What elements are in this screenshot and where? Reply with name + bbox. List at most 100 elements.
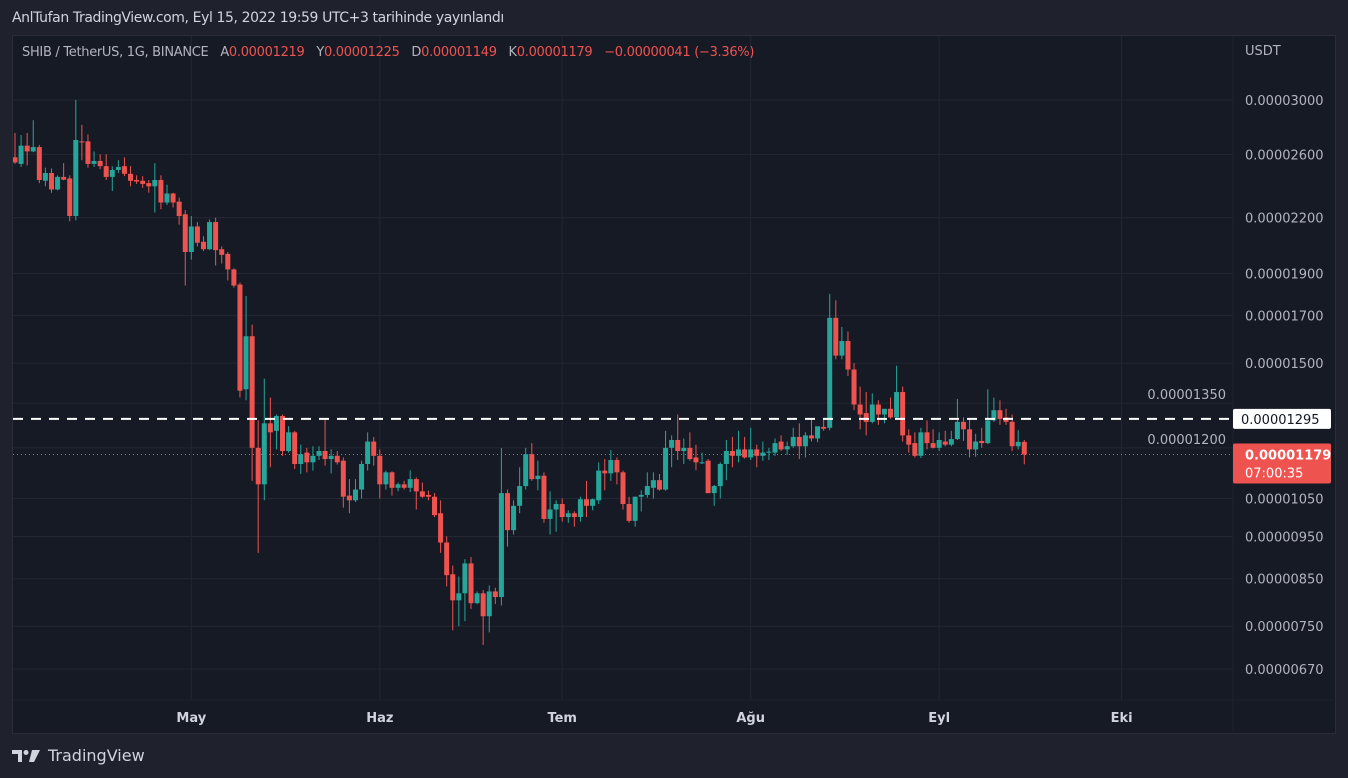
candle-body bbox=[450, 574, 456, 601]
candle-up bbox=[632, 496, 638, 527]
low-value: 0.00001149 bbox=[421, 45, 497, 60]
price-tick-label: 0.00001350 bbox=[1147, 388, 1226, 403]
candle-body bbox=[13, 157, 18, 163]
candle-up bbox=[511, 500, 517, 535]
candle-down bbox=[912, 432, 918, 458]
candle-body bbox=[24, 145, 30, 152]
candle-up bbox=[383, 470, 389, 490]
candle-body bbox=[584, 499, 590, 506]
candle-down bbox=[158, 175, 164, 210]
candle-up bbox=[462, 559, 468, 622]
candle-down bbox=[620, 470, 626, 510]
candle-up bbox=[261, 378, 267, 501]
candle-body bbox=[207, 222, 213, 250]
candle-down bbox=[900, 386, 906, 442]
candle-down bbox=[340, 457, 346, 508]
candle-up bbox=[681, 438, 687, 464]
candle-up bbox=[359, 460, 365, 499]
candle-body bbox=[30, 147, 36, 152]
candle-body bbox=[140, 180, 146, 184]
time-tick-label: Eki bbox=[1111, 711, 1133, 726]
candle-down bbox=[377, 449, 383, 499]
candle-up bbox=[760, 441, 766, 461]
candle-body bbox=[498, 493, 504, 598]
symbol-info[interactable]: SHIB / TetherUS, 1G, BINANCE bbox=[22, 45, 209, 60]
candle-body bbox=[973, 441, 979, 450]
candle-body bbox=[389, 472, 395, 488]
candle-down bbox=[863, 392, 869, 436]
candle-body bbox=[620, 472, 626, 504]
candle-body bbox=[833, 317, 839, 356]
candle-body bbox=[48, 173, 54, 190]
candle-up bbox=[486, 585, 492, 633]
candle-body bbox=[656, 480, 662, 490]
candle-up bbox=[456, 576, 462, 627]
candle-body bbox=[310, 455, 316, 463]
chart-panel[interactable] bbox=[12, 35, 1336, 734]
candle-up bbox=[936, 432, 942, 452]
candle-body bbox=[152, 179, 158, 187]
candle-body bbox=[249, 336, 255, 448]
candle-down bbox=[389, 471, 395, 496]
candle-body bbox=[918, 432, 924, 456]
candle-up bbox=[517, 467, 523, 514]
candle-down bbox=[121, 157, 127, 177]
candle-body bbox=[705, 460, 711, 494]
candle-body bbox=[115, 166, 121, 170]
candle-body bbox=[681, 447, 687, 452]
candle-down bbox=[468, 557, 474, 609]
candle-up bbox=[669, 435, 675, 468]
candle-body bbox=[511, 505, 517, 531]
candle-down bbox=[705, 459, 711, 494]
candle-body bbox=[346, 495, 352, 501]
candle-body bbox=[985, 420, 991, 444]
last-price-label: 0.00001179 bbox=[1245, 449, 1331, 464]
candle-down bbox=[571, 511, 577, 527]
candle-up bbox=[784, 441, 790, 455]
candle-up bbox=[869, 393, 875, 424]
candle-up bbox=[650, 472, 656, 499]
price-axis[interactable]: USDT 0.00003000 0.00002600 0.00002200 0.000… bbox=[1147, 44, 1323, 678]
candle-body bbox=[638, 494, 644, 497]
candle-body bbox=[383, 472, 389, 485]
candle-body bbox=[194, 226, 200, 243]
candle-down bbox=[24, 133, 30, 166]
candle-body bbox=[845, 340, 851, 370]
candle-body bbox=[468, 563, 474, 604]
candle-up bbox=[553, 500, 559, 532]
price-tick-label: 0.00000750 bbox=[1245, 620, 1324, 635]
candle-up bbox=[18, 135, 24, 167]
candle-body bbox=[924, 432, 930, 444]
candle-down bbox=[413, 477, 419, 510]
tradingview-logo[interactable]: TradingView bbox=[12, 746, 145, 765]
candle-up bbox=[565, 510, 571, 523]
candle-down bbox=[140, 176, 146, 188]
candle-body bbox=[42, 173, 48, 181]
candle-up bbox=[577, 496, 583, 522]
candle-down bbox=[656, 474, 662, 491]
time-axis[interactable]: May Haz Tem Ağu Eyl Eki bbox=[176, 711, 1132, 726]
candle-body bbox=[213, 222, 219, 251]
candle-body bbox=[67, 178, 73, 217]
candle-down bbox=[1021, 439, 1027, 465]
candle-up bbox=[352, 479, 358, 503]
candle-body bbox=[960, 421, 966, 430]
candle-up bbox=[699, 452, 705, 464]
candle-body bbox=[571, 513, 577, 518]
candle-body bbox=[997, 410, 1003, 419]
candle-up bbox=[91, 151, 97, 167]
high-label: Y bbox=[316, 45, 324, 60]
candle-body bbox=[243, 336, 249, 390]
candle-up bbox=[535, 460, 541, 491]
candle-body bbox=[778, 441, 784, 450]
candle-down bbox=[128, 166, 134, 187]
candle-body bbox=[425, 494, 431, 497]
price-tick-label: 0.00002200 bbox=[1245, 212, 1324, 227]
candle-body bbox=[796, 436, 802, 447]
bar-countdown: 07:00:35 bbox=[1245, 467, 1303, 482]
candle-down bbox=[67, 175, 73, 222]
candle-up bbox=[723, 439, 729, 481]
candle-down bbox=[888, 397, 894, 419]
candle-body bbox=[371, 441, 377, 456]
